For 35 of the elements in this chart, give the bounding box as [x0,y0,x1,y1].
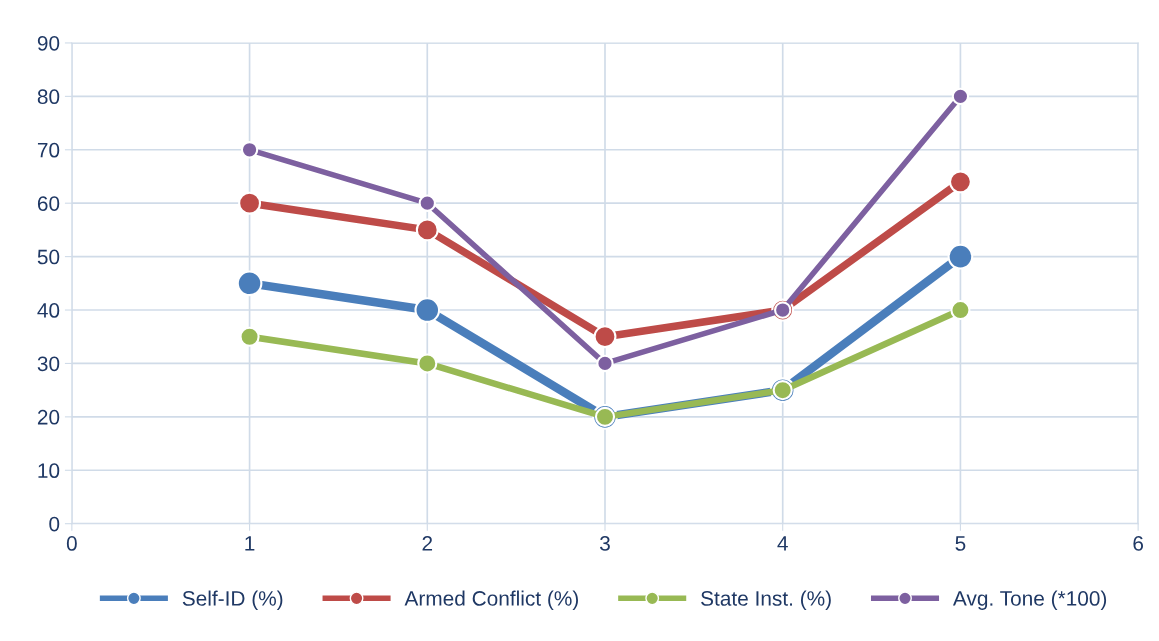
y-tick-label: 30 [37,356,60,372]
point [950,299,971,321]
x-tick-label: 5 [955,536,966,551]
legend-label: State Inst. (%) [701,590,831,610]
point [951,87,970,106]
point [240,141,259,159]
point [414,297,441,323]
x-tick-label: 1 [245,536,255,551]
y-tick-label: 90 [37,35,60,51]
point [947,243,974,270]
y-tick-label: 60 [37,196,60,211]
point [417,353,438,374]
point [239,326,260,347]
point [948,170,972,194]
y-tick-label: 10 [38,463,60,479]
y-tick-label: 40 [37,303,60,318]
y-tick-label: 50 [37,249,60,265]
point [236,270,263,297]
y-tick-label: 0 [49,516,60,532]
point [593,325,617,349]
x-tick-label: 0 [66,536,77,551]
legend-label: Avg. Tone (*100) [952,590,1107,610]
x-tick-label: 6 [1133,536,1144,551]
point [596,354,614,373]
x-tick-label: 2 [422,536,433,551]
y-tick-label: 70 [37,142,60,158]
legend-label: Armed Conflict (%) [404,590,578,610]
point [415,218,439,242]
point [238,191,262,215]
legend-label: Self-ID (%) [182,590,283,610]
x-tick-label: 3 [600,536,610,551]
y-tick-label: 80 [37,89,60,105]
point [418,194,436,212]
x-tick-label: 4 [777,536,788,551]
y-tick-label: 20 [37,409,60,425]
